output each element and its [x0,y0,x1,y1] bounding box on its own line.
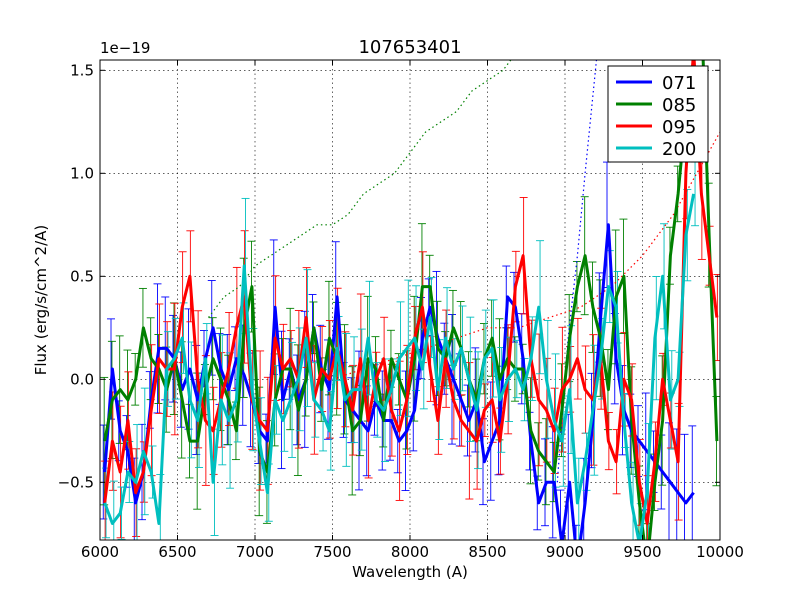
y-tick-label: 1.5 [70,61,94,79]
x-tick-label: 8000 [391,543,429,561]
noise-curve-095 [332,131,720,380]
y-tick-label: 1.0 [70,164,94,182]
noise-curve-071 [556,60,598,483]
legend-label-095: 095 [662,117,696,138]
x-tick-label: 6500 [158,543,196,561]
y-axis-title: Flux (erg/s/cm^2/A) [32,225,50,376]
x-tick-label: 7500 [313,543,351,561]
noise-curves [208,60,720,483]
tick-labels: 6000 6500 7000 7500 8000 8500 9000 9500 10000 −0.… [58,61,744,561]
axis-ticks [99,60,721,540]
y-tick-label: 0.5 [70,267,94,285]
y-tick-label: 0.0 [70,370,94,388]
legend-label-200: 200 [662,139,696,160]
chart-title: 107653401 [358,37,461,58]
legend-label-085: 085 [662,95,696,116]
y-offset-label: 1e−19 [100,39,150,57]
x-tick-label: 10000 [696,543,744,561]
x-tick-label: 9500 [623,543,661,561]
series-line-200 [103,193,696,540]
noise-curve-085 [208,60,512,318]
x-tick-label: 6000 [81,543,119,561]
x-axis-title: Wavelength (A) [352,563,468,581]
legend: 071 085 095 200 [607,65,709,163]
series-line-095 [103,60,719,525]
legend-label-071: 071 [662,73,696,94]
x-tick-label: 7000 [236,543,274,561]
x-tick-label: 9000 [546,543,584,561]
series-lines [103,60,719,540]
y-tick-label: −0.5 [58,473,94,491]
x-tick-label: 8500 [468,543,506,561]
